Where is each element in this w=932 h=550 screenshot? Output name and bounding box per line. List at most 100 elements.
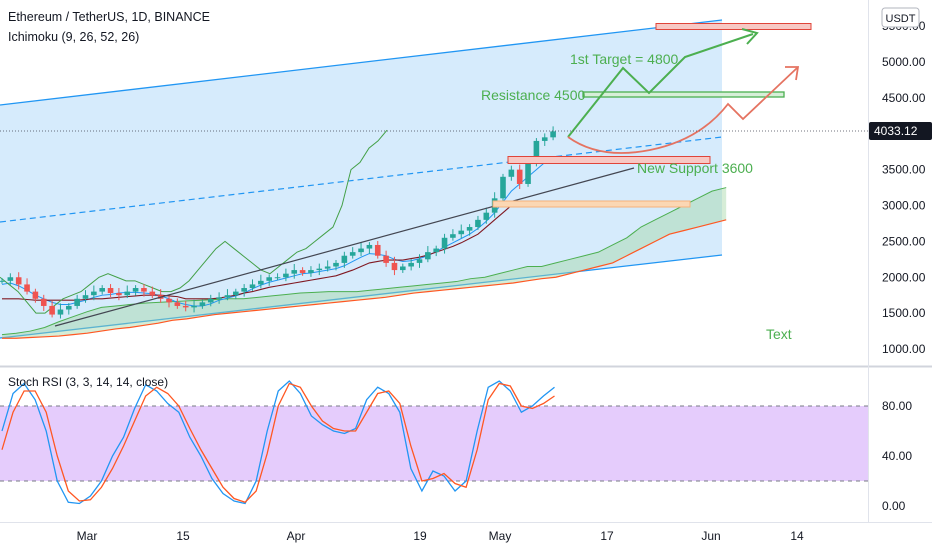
candle-body [450,234,456,238]
target-arrowhead[interactable] [741,28,759,45]
candle-body [525,162,531,184]
price-tick-label: 2500.00 [882,234,926,248]
target-path-arrow[interactable] [567,33,754,138]
candle-body [266,277,272,281]
candle-body [24,284,30,292]
candle-body [191,305,197,308]
channel-lower-line[interactable] [0,254,723,339]
candle-body [216,297,222,299]
alt-arrowhead[interactable] [785,66,800,81]
text-note-label[interactable]: Text [766,326,792,342]
price-tick-label: 1000.00 [882,342,926,356]
candle-body [124,291,131,296]
senkou-span-a-line [1,187,727,336]
candle-body [199,302,206,306]
candle-body [308,270,314,273]
indicator-title[interactable]: Ichimoku (9, 26, 52, 26) [8,30,139,44]
candle-body [349,252,356,256]
candle-body [7,277,14,281]
candle-body [258,280,264,285]
candle-body [383,255,389,263]
candle-body [49,305,55,315]
candle-body [0,280,5,282]
support-zone-box[interactable] [507,156,711,164]
top-zone-box[interactable] [655,23,812,30]
candle-body [366,244,373,249]
candle-body [32,291,39,299]
resistance-zone-box[interactable] [582,91,785,98]
price-tick-label: 1500.00 [882,306,926,320]
candle-body [249,284,256,289]
candle-body [408,262,414,267]
price-tick-label: 5000.00 [882,55,926,69]
time-tick-label: Apr [287,529,306,543]
axes: 1000.00 1500.00 2000.00 2500.00 3000.00 3500.… [77,19,932,543]
senkou-span-b-line [2,219,727,339]
candle-body [99,288,105,292]
kumo-cloud [2,187,727,339]
stoch-tick-label: 40.00 [882,449,912,463]
time-tick-label: 19 [413,529,427,543]
candle-body [207,298,214,303]
time-tick-label: 14 [790,529,804,543]
oscillator-title[interactable]: Stoch RSI (3, 3, 14, 14, close) [8,375,168,389]
candle-body [91,291,97,296]
candle-body [500,176,506,199]
stoch-k-line [1,380,555,505]
chikou-span-line [0,129,388,314]
currency-badge[interactable] [881,7,920,28]
last-price-badge[interactable] [869,122,932,140]
symbol-title[interactable]: Ethereum / TetherUS, 1D, BINANCE [8,10,210,24]
candle-body [425,252,431,260]
kijun-sen-line [2,201,529,301]
candle-body [174,302,181,306]
candle-body [550,131,556,138]
candle-body [283,273,289,278]
candle-body [224,295,231,298]
stoch-band-fill [0,406,868,481]
time-tick-label: Jun [701,529,720,543]
alt-path-arrow[interactable] [567,67,798,154]
candle-body [291,270,298,274]
price-tick-label: 3000.00 [882,199,926,213]
time-tick-label: May [489,529,512,543]
candle-body [541,137,548,141]
candle-body [116,293,122,296]
candle-body [57,309,64,315]
stoch-rsi-plot [0,380,868,505]
drawing-annotations[interactable]: 1st Target = 4800 Resistance 4500 New Supp… [0,23,868,343]
last-price-label: 4033.12 [874,124,918,138]
candle-body [166,298,172,303]
candle-body [66,305,72,310]
support-label[interactable]: New Support 3600 [637,160,753,176]
stoch-tick-label: 0.00 [882,499,906,513]
candle-body [15,277,22,285]
resistance-label[interactable]: Resistance 4500 [481,87,586,103]
channel-upper-line[interactable] [0,19,723,106]
candle-body [516,169,523,184]
candle-body [241,288,247,292]
candle-body [274,277,281,279]
candle-body [299,270,306,273]
candle-body [466,227,473,231]
target-label[interactable]: 1st Target = 4800 [570,51,679,67]
support-trendline[interactable] [54,167,635,327]
candle-body [74,298,80,306]
candle-body [441,237,448,249]
price-tick-label: 4500.00 [882,91,926,105]
candle-body [374,244,381,256]
candle-body [433,248,439,253]
candle-body [483,212,490,220]
ichimoku-lines [0,129,727,339]
demand-zone-box[interactable] [492,200,691,208]
candle-body [475,219,481,228]
time-tick-label: 15 [176,529,190,543]
candle-body [132,288,139,292]
candle-body [400,266,406,271]
candle-body [458,230,465,235]
price-tick-label: 2000.00 [882,270,926,284]
time-tick-label: Mar [77,529,98,543]
ichimoku-cloud [2,187,727,339]
candle-body [358,248,364,253]
